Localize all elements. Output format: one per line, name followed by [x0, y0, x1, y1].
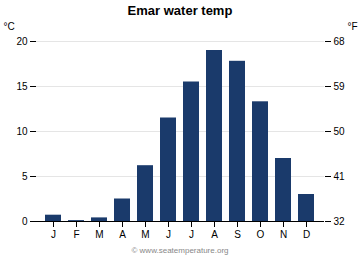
svg-text:32: 32 — [334, 216, 346, 227]
svg-text:A: A — [119, 229, 126, 240]
svg-text:A: A — [211, 229, 218, 240]
svg-text:M: M — [95, 229, 103, 240]
svg-text:O: O — [257, 229, 265, 240]
svg-text:J: J — [166, 229, 171, 240]
svg-text:J: J — [51, 229, 56, 240]
svg-text:20: 20 — [16, 36, 28, 47]
svg-text:68: 68 — [334, 36, 346, 47]
svg-text:M: M — [141, 229, 149, 240]
svg-text:5: 5 — [22, 171, 28, 182]
svg-text:S: S — [234, 229, 241, 240]
svg-text:°C: °C — [4, 21, 15, 32]
svg-text:N: N — [280, 229, 287, 240]
svg-text:0: 0 — [22, 216, 28, 227]
svg-text:D: D — [303, 229, 310, 240]
svg-text:50: 50 — [334, 126, 346, 137]
html-text:Emar water temp: Emar water temp — [127, 3, 233, 18]
svg-text:41: 41 — [334, 171, 346, 182]
svg-text:F: F — [73, 229, 79, 240]
svg-text:°F: °F — [347, 21, 357, 32]
svg-text:15: 15 — [16, 81, 28, 92]
svg-text:59: 59 — [334, 81, 346, 92]
html-text:© www.seatemperature.org: © www.seatemperature.org — [131, 246, 229, 255]
svg-text:J: J — [189, 229, 194, 240]
svg-text:10: 10 — [16, 126, 28, 137]
